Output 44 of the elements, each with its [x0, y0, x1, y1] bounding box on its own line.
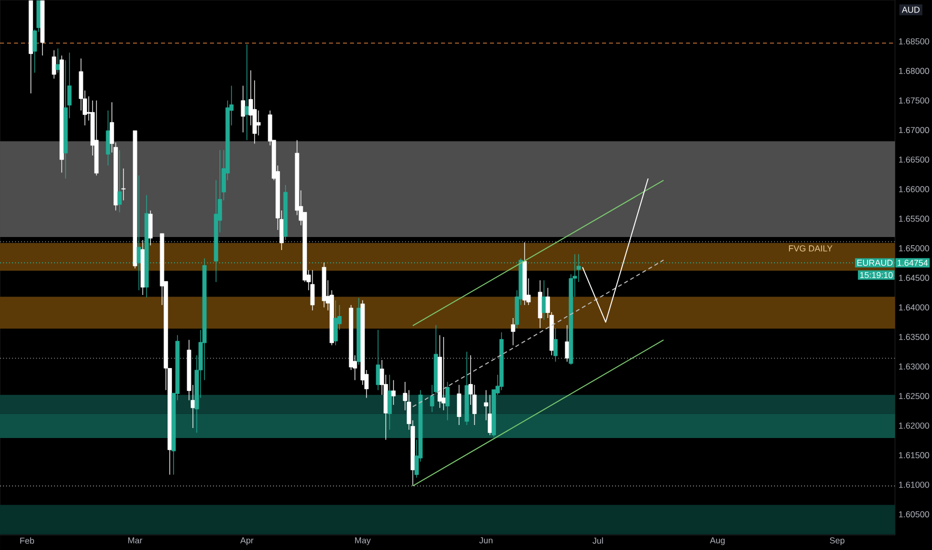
y-tick-label: 1.61000: [899, 482, 930, 488]
candlestick: [510, 318, 516, 346]
candlestick: [136, 175, 142, 291]
y-tick-label: 1.66500: [899, 156, 930, 163]
x-tick-label: Mar: [128, 537, 142, 544]
y-tick-label: 1.62000: [899, 422, 930, 429]
y-tick-label: 1.64000: [899, 304, 930, 310]
candlestick: [456, 384, 462, 426]
x-tick-label: Aug: [710, 537, 725, 546]
y-tick-label: 1.63500: [899, 334, 930, 340]
y-tick-label: 1.67000: [899, 127, 930, 134]
candlestick: [244, 44, 250, 140]
candlestick: [256, 110, 261, 136]
y-tick-label: 1.60500: [899, 511, 930, 518]
band-label: FVG DAILY: [789, 245, 832, 252]
y-tick-label: 1.63000: [899, 363, 930, 370]
x-tick-label: Jul: [592, 537, 603, 544]
y-tick-label: 1.65500: [899, 216, 930, 222]
y-tick-label: 1.68000: [899, 68, 930, 74]
y-tick-label: 1.62500: [899, 393, 930, 400]
text: 1.64754: [898, 260, 928, 266]
candlestick: [310, 270, 315, 311]
candlestick: [442, 336, 446, 411]
annotation: 15:19:10: [860, 272, 893, 278]
y-tick-label: 1.65000: [899, 245, 930, 252]
y-tick-label: 1.67500: [899, 97, 930, 104]
x-tick-label: Jun: [479, 537, 492, 544]
y-tick-label: 1.61500: [899, 452, 930, 458]
candlestick: [240, 85, 246, 133]
candlestick: [388, 374, 392, 430]
candlestick: [391, 380, 396, 406]
x-tick-label: Apr: [240, 537, 254, 546]
y-tick-label: 1.68500: [899, 38, 930, 44]
y-tick-label: 1.64500: [899, 274, 930, 281]
x-tick-label: Feb: [20, 537, 34, 544]
y-tick-label: 1.66000: [899, 186, 930, 192]
x-tick-label: May: [355, 537, 371, 546]
y-axis-title: AUD: [902, 6, 920, 13]
candlestick: [334, 300, 338, 346]
x-tick-label: Sep: [830, 537, 844, 546]
candlestick: [542, 280, 546, 320]
candlestick: [553, 328, 558, 362]
ref-line-label: EURAUD: [857, 260, 893, 266]
candlestick: [445, 382, 450, 421]
